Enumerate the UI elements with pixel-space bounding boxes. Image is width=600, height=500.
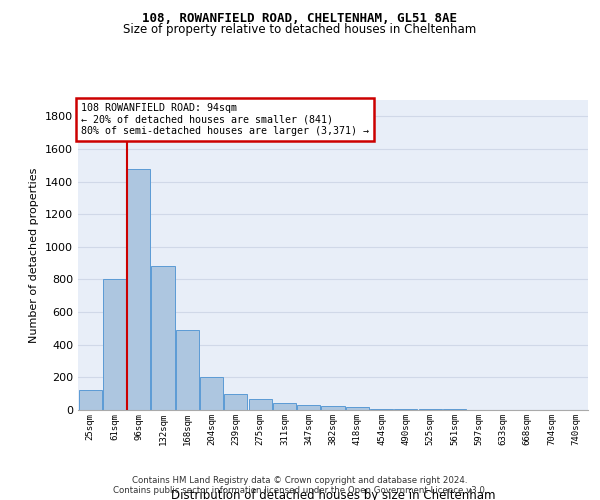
Bar bbox=[176, 330, 199, 410]
Bar bbox=[103, 280, 126, 410]
Text: 108, ROWANFIELD ROAD, CHELTENHAM, GL51 8AE: 108, ROWANFIELD ROAD, CHELTENHAM, GL51 8… bbox=[143, 12, 458, 26]
Bar bbox=[273, 403, 296, 410]
Bar bbox=[370, 408, 393, 410]
Y-axis label: Number of detached properties: Number of detached properties bbox=[29, 168, 40, 342]
Bar bbox=[394, 409, 418, 410]
Bar bbox=[419, 409, 442, 410]
X-axis label: Distribution of detached houses by size in Cheltenham: Distribution of detached houses by size … bbox=[171, 490, 495, 500]
Bar bbox=[127, 168, 150, 410]
Bar bbox=[322, 406, 344, 410]
Bar bbox=[200, 376, 223, 410]
Bar bbox=[151, 266, 175, 410]
Text: Contains public sector information licensed under the Open Government Licence v3: Contains public sector information licen… bbox=[113, 486, 487, 495]
Text: 108 ROWANFIELD ROAD: 94sqm
← 20% of detached houses are smaller (841)
80% of sem: 108 ROWANFIELD ROAD: 94sqm ← 20% of deta… bbox=[80, 103, 368, 136]
Bar bbox=[248, 400, 272, 410]
Bar bbox=[297, 405, 320, 410]
Bar bbox=[79, 390, 101, 410]
Bar bbox=[346, 408, 369, 410]
Text: Size of property relative to detached houses in Cheltenham: Size of property relative to detached ho… bbox=[124, 22, 476, 36]
Text: Contains HM Land Registry data © Crown copyright and database right 2024.: Contains HM Land Registry data © Crown c… bbox=[132, 476, 468, 485]
Bar bbox=[224, 394, 247, 410]
